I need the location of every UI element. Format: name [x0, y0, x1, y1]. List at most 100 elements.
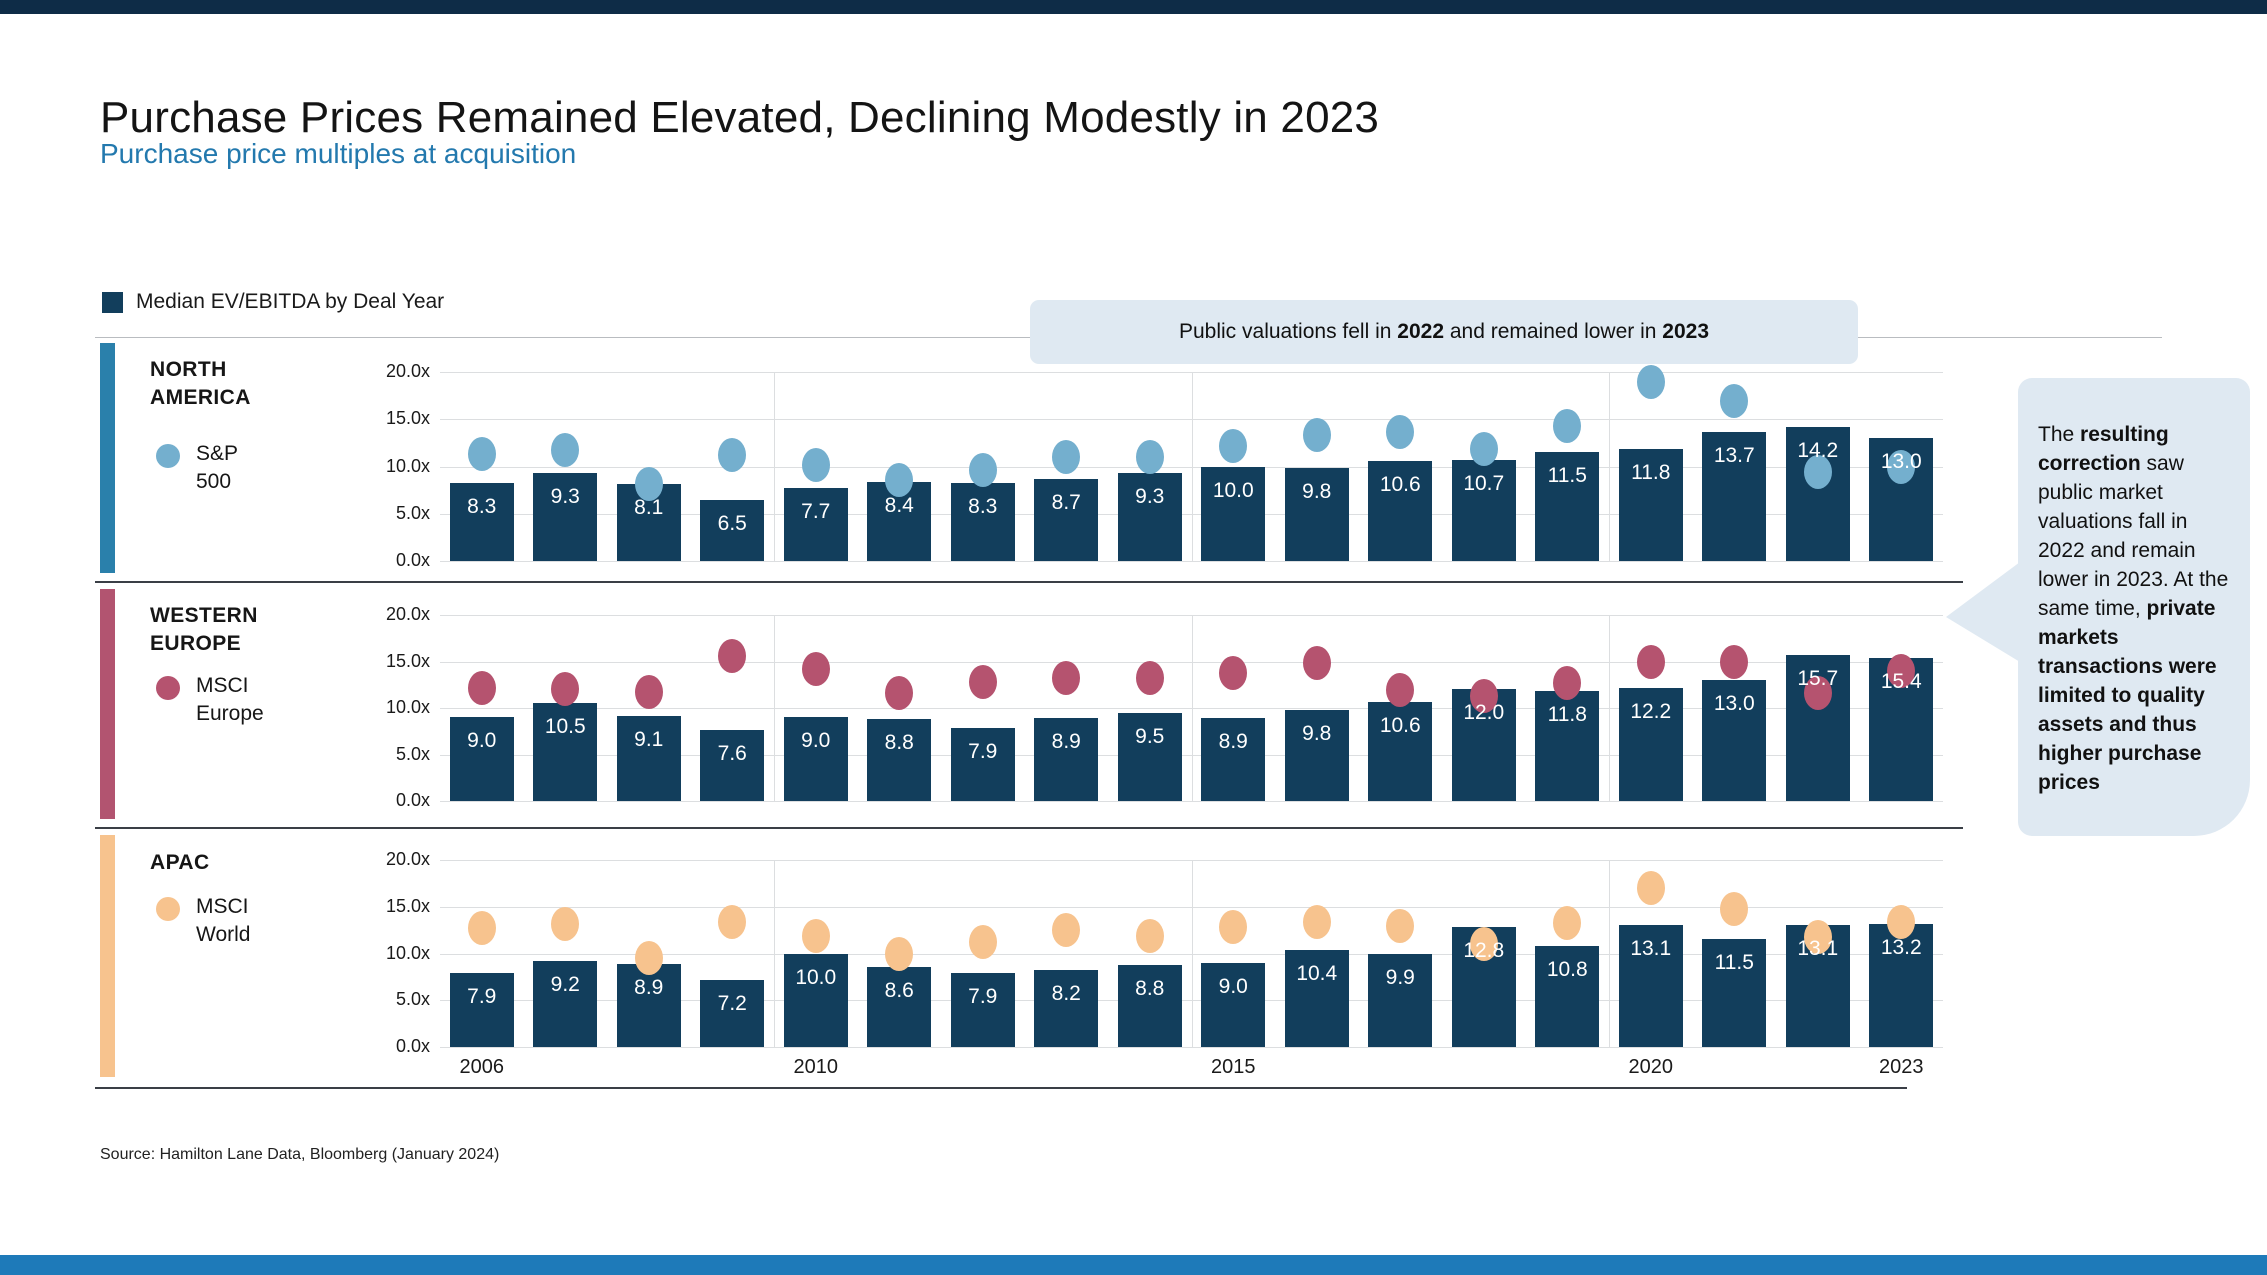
bar-2010	[783, 953, 848, 1047]
bar-2015	[1201, 962, 1266, 1047]
index-dot-2007	[551, 672, 580, 707]
bar-2013	[1034, 718, 1099, 801]
bar-2013	[1034, 970, 1099, 1047]
bar-value-label: 9.0	[801, 729, 831, 753]
y-axis-tick-label: 20.0x	[385, 849, 430, 869]
index-dot-2021	[1720, 891, 1749, 926]
chart-legend: Median EV/EBITDA by Deal Year	[102, 290, 444, 314]
y-axis-tick-label: 15.0x	[385, 408, 430, 429]
index-dot-2012	[968, 925, 997, 960]
bar-2019	[1535, 946, 1600, 1047]
page-subtitle: Purchase price multiples at acquisition	[100, 138, 577, 169]
y-axis-tick-label: 5.0x	[395, 743, 430, 764]
index-dot-2014	[1135, 440, 1164, 475]
callout-public-valuations: Public valuations fell in 2022 and remai…	[1030, 300, 1858, 364]
bottom-accent-bar	[0, 1255, 2267, 1275]
bar-value-label: 13.1	[1797, 936, 1839, 960]
source-note: Source: Hamilton Lane Data, Bloomberg (J…	[100, 1146, 500, 1163]
gridline-vertical	[774, 615, 775, 801]
index-dot-2007	[551, 433, 580, 468]
bar-value-label: 8.8	[884, 731, 914, 755]
bar-value-label: 11.8	[1631, 461, 1671, 485]
index-legend-label: MSCI World	[196, 895, 251, 946]
index-dot-2007	[551, 906, 580, 941]
index-legend-dot-icon	[156, 897, 180, 921]
callout-text: Public valuations fell in 2022 and remai…	[1178, 320, 1710, 343]
gridline	[440, 801, 1943, 802]
bar-value-label: 7.2	[717, 991, 747, 1015]
bar-value-label: 8.1	[634, 496, 664, 520]
panel-accent-bar	[100, 835, 115, 1077]
index-dot-2019	[1553, 408, 1582, 443]
index-dot-2010	[801, 447, 830, 482]
bar-value-label: 8.3	[968, 494, 998, 518]
region-label: NORTH AMERICA	[150, 358, 251, 409]
bar-2006	[449, 717, 514, 801]
bar-value-label: 8.9	[1218, 730, 1248, 754]
index-dot-2019	[1553, 905, 1582, 940]
y-axis-tick-label: 20.0x	[385, 604, 430, 624]
bar-value-label: 9.0	[1218, 974, 1248, 998]
gridline-vertical	[1191, 615, 1193, 801]
y-axis-tick-label: 0.0x	[395, 550, 430, 570]
index-dot-2017	[1386, 673, 1415, 708]
index-dot-2006	[467, 437, 496, 472]
bar-value-label: 12.8	[1463, 939, 1505, 963]
bar-value-label: 11.5	[1714, 951, 1754, 975]
gridline-vertical	[1609, 615, 1610, 801]
index-dot-2011	[885, 462, 914, 497]
bar-2019	[1535, 691, 1600, 801]
index-dot-2022	[1803, 676, 1832, 711]
bar-2017	[1368, 954, 1433, 1047]
index-dot-2020	[1636, 871, 1665, 906]
bar-value-label: 8.9	[1051, 730, 1081, 754]
y-axis-tick-label: 5.0x	[395, 989, 430, 1010]
legend-label: Median EV/EBITDA by Deal Year	[136, 290, 445, 313]
bar-2014	[1117, 712, 1182, 801]
bar-value-label: 10.6	[1379, 472, 1421, 496]
y-axis-tick-label: 0.0x	[395, 790, 430, 810]
bar-value-label: 8.8	[1135, 976, 1165, 1000]
bar-value-label: 10.5	[544, 715, 586, 739]
index-dot-2023	[1887, 904, 1916, 939]
y-axis-tick-label: 10.0x	[385, 697, 430, 717]
index-dot-2009	[718, 904, 747, 939]
bar-value-label: 10.7	[1463, 471, 1505, 495]
bar-2016	[1284, 949, 1349, 1047]
bar-value-label: 7.9	[968, 739, 998, 763]
index-dot-2011	[885, 936, 914, 971]
index-dot-2010	[801, 918, 830, 953]
bar-2014	[1117, 964, 1182, 1047]
bar-value-label: 7.6	[717, 742, 747, 766]
annotation-text: The resulting correction saw public mark…	[2038, 423, 2229, 794]
bar-2009	[700, 979, 765, 1047]
x-axis-year-label: 2010	[793, 1056, 839, 1078]
bar-2010	[783, 488, 848, 561]
y-axis-tick-label: 0.0x	[395, 1036, 430, 1056]
panel-divider	[95, 581, 1963, 583]
index-dot-2008	[634, 466, 663, 501]
bar-2020	[1618, 924, 1683, 1047]
gridline-vertical	[1609, 372, 1610, 561]
gridline-vertical	[1191, 372, 1193, 561]
gridline	[440, 1047, 1943, 1048]
index-dot-2008	[634, 675, 663, 710]
index-dot-2006	[467, 911, 496, 946]
gridline	[440, 561, 1943, 562]
bar-value-label: 10.4	[1296, 961, 1338, 985]
index-dot-2020	[1636, 365, 1665, 400]
x-axis-year-label: 2023	[1879, 1056, 1924, 1078]
x-axis-year-label: 2020	[1628, 1056, 1674, 1078]
index-legend-dot-icon	[156, 444, 180, 468]
bar-value-label: 12.0	[1463, 701, 1505, 725]
bar-value-label: 8.6	[884, 978, 914, 1002]
bar-value-label: 11.8	[1547, 703, 1587, 727]
panel-divider	[95, 1087, 1907, 1089]
top-accent-bar	[0, 0, 2267, 14]
index-dot-2015	[1219, 910, 1248, 945]
bar-2007	[533, 960, 598, 1047]
bar-value-label: 10.8	[1546, 958, 1588, 982]
bar-value-label: 13.1	[1630, 936, 1672, 960]
panel-accent-bar	[100, 343, 115, 573]
bar-value-label: 8.4	[884, 493, 914, 517]
